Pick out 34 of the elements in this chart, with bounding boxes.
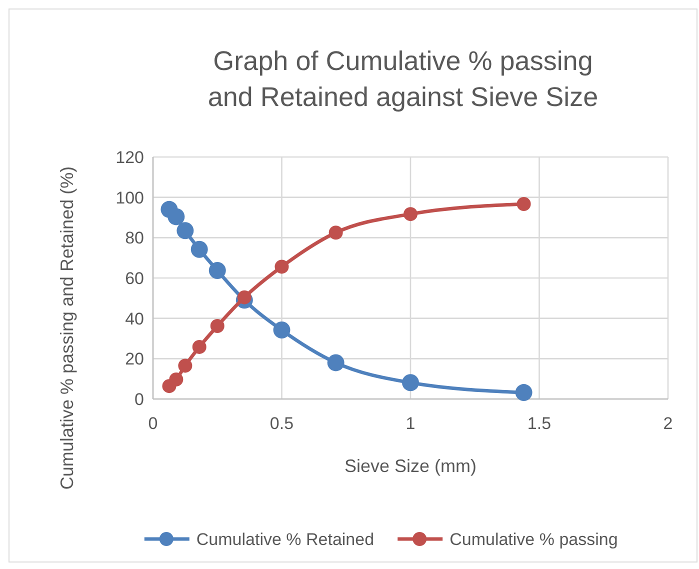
- y-tick-label: 60: [125, 268, 144, 288]
- x-axis-title: Sieve Size (mm): [344, 456, 477, 476]
- y-tick-label: 0: [134, 390, 144, 409]
- chart-title: Graph of Cumulative % passing and Retained against Sieve Size: [208, 46, 598, 112]
- point: [273, 322, 290, 339]
- y-tick-label: 100: [116, 188, 144, 208]
- legend-label: Cumulative % passing: [450, 530, 618, 549]
- point: [192, 340, 206, 354]
- point: [176, 222, 194, 240]
- x-tick-label: 1: [406, 414, 416, 433]
- point: [404, 207, 418, 222]
- x-tick-label: 1.5: [527, 414, 552, 433]
- x-tick-label: 0: [148, 414, 158, 433]
- point: [327, 354, 344, 372]
- point: [168, 208, 185, 226]
- point: [515, 384, 532, 402]
- legend-label: Cumulative % Retained: [196, 530, 374, 549]
- y-axis-title: Cumulative % passing and Retained (%): [57, 166, 77, 490]
- x-tick-label: 0.5: [270, 414, 294, 433]
- point: [402, 374, 419, 392]
- point: [274, 260, 289, 274]
- point: [516, 196, 531, 211]
- point: [169, 372, 184, 386]
- y-tick-label: 20: [125, 350, 144, 369]
- x-tick-label: 2: [663, 414, 673, 433]
- point: [328, 226, 343, 240]
- point: [210, 318, 224, 333]
- point: [190, 240, 208, 258]
- point: [237, 290, 252, 304]
- y-tick-label: 40: [125, 309, 144, 328]
- point: [208, 262, 226, 280]
- point: [178, 358, 192, 373]
- y-tick-label: 80: [125, 228, 144, 248]
- y-tick-label: 120: [116, 148, 144, 167]
